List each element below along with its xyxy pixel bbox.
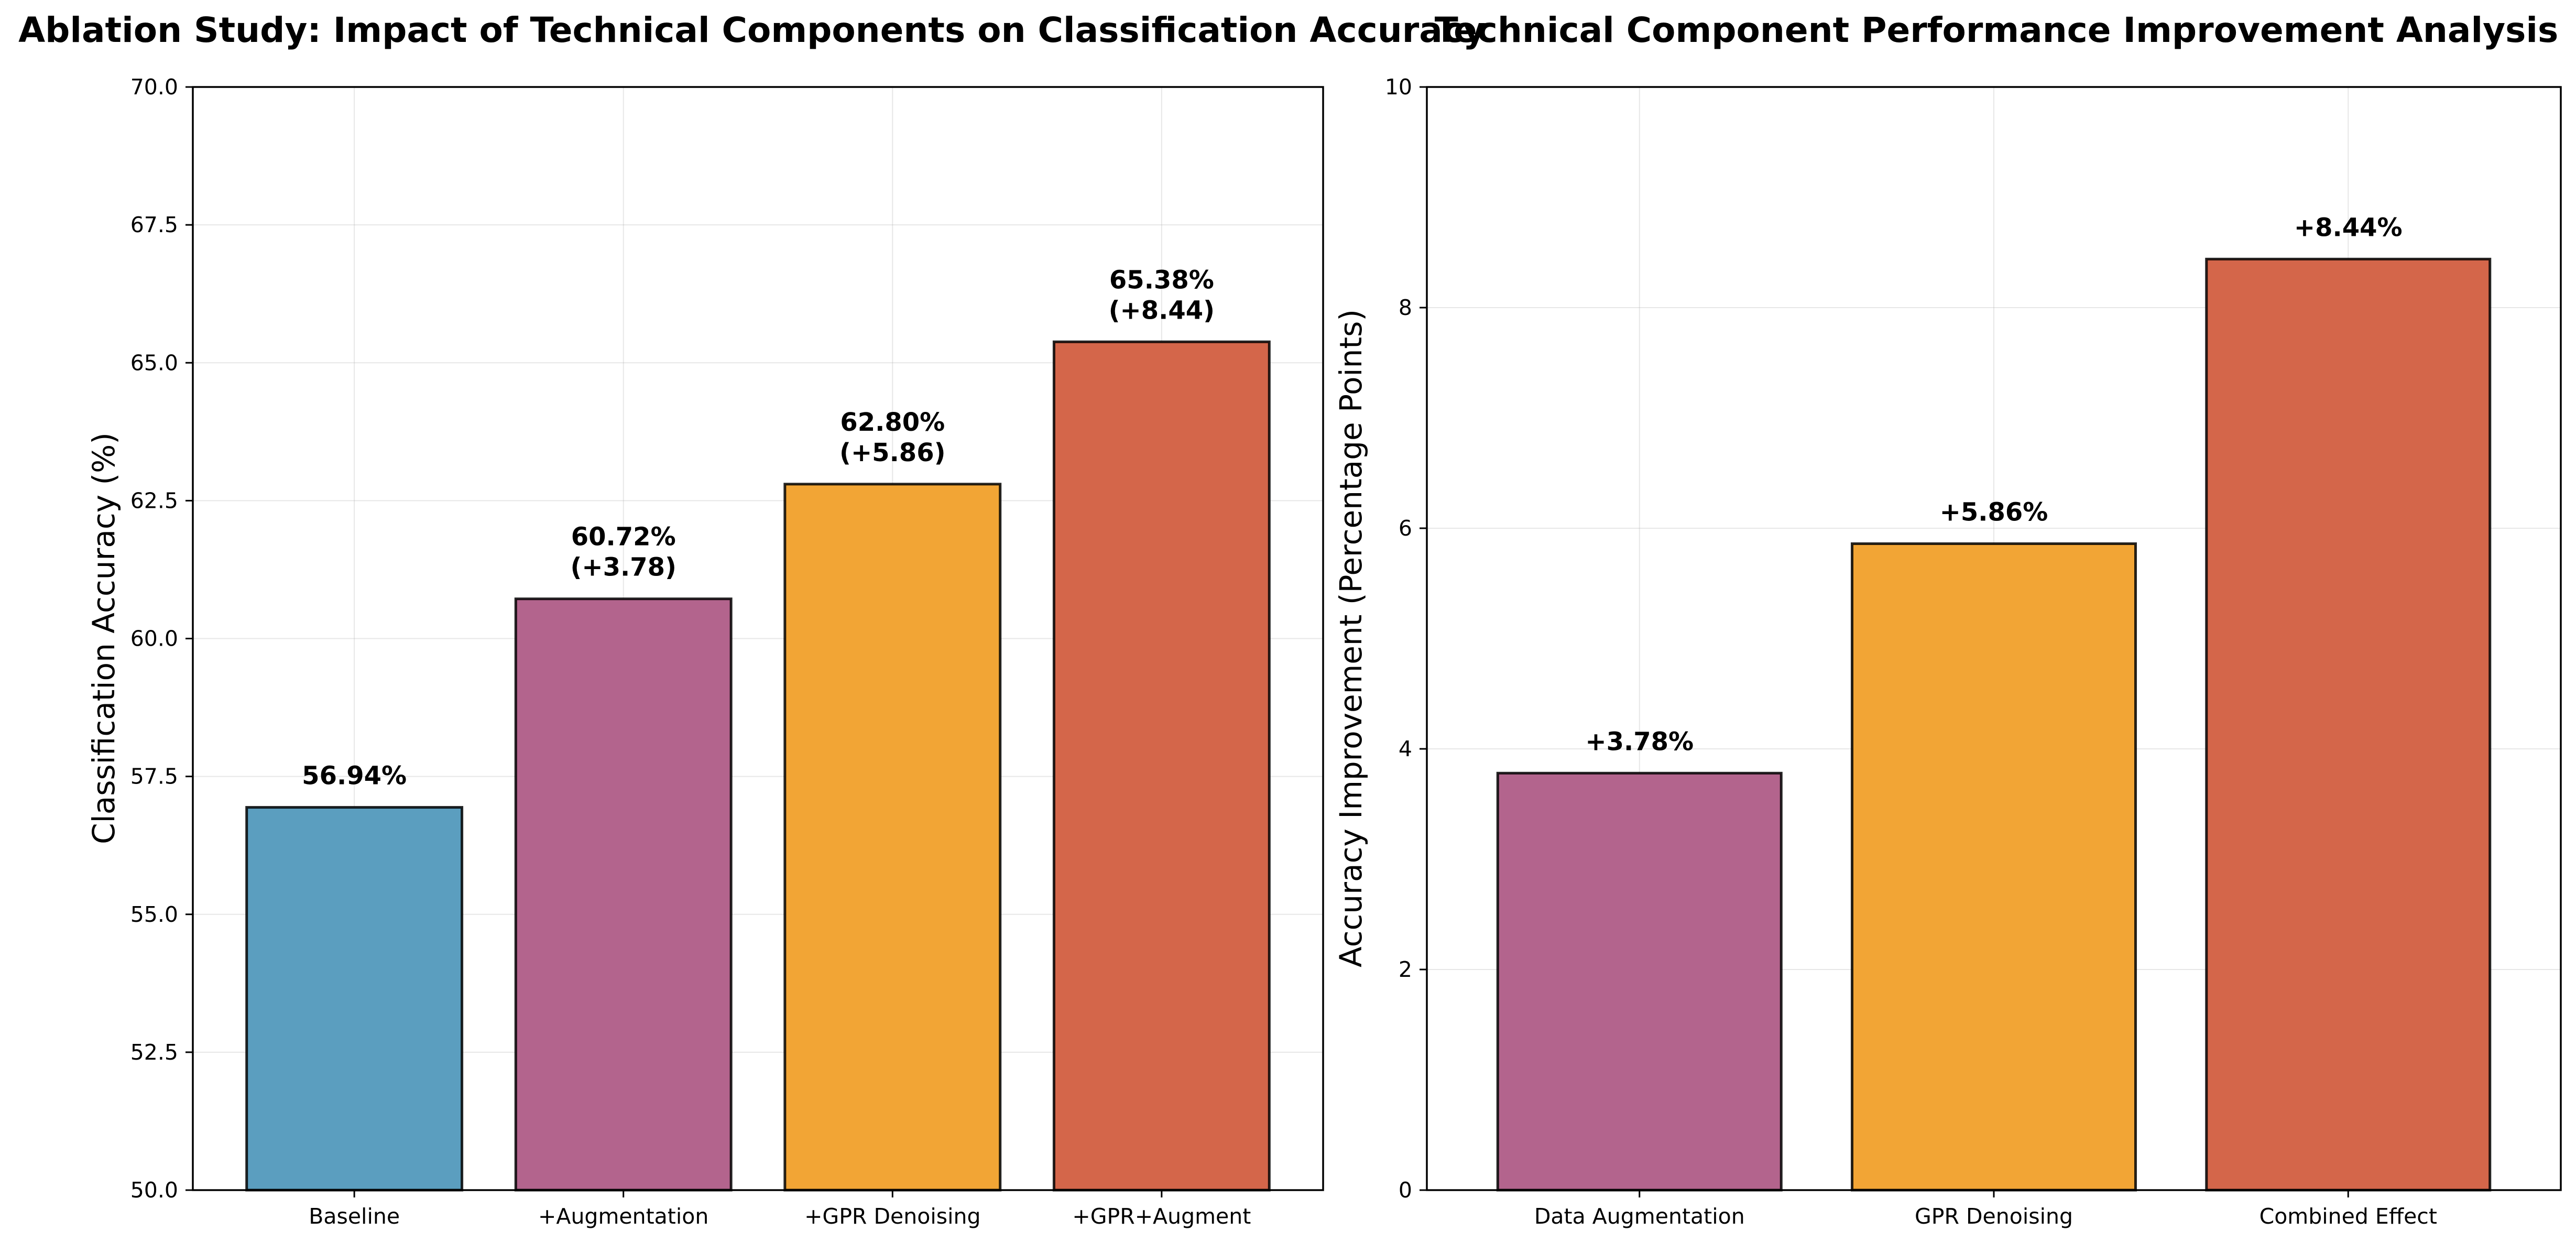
improvement-chart-title: Technical Component Performance Improvem… xyxy=(1435,10,2559,50)
improvement-chart-y-axis-label: Accuracy Improvement (Percentage Points) xyxy=(1333,309,1369,967)
accuracy-chart-y-tick-label: 57.5 xyxy=(130,764,178,789)
accuracy-chart-y-axis-label: Classification Accuracy (%) xyxy=(86,432,122,844)
accuracy-chart-data-label: (+3.78) xyxy=(570,553,676,582)
accuracy-chart-y-tick-label: 70.0 xyxy=(130,74,178,100)
improvement-chart-x-ticks: Data Augmentation GPR Denoising Combined E… xyxy=(1534,1190,2437,1229)
accuracy-chart-data-label: 56.94% xyxy=(302,761,407,791)
improvement-chart-y-tick-label: 0 xyxy=(1399,1178,1412,1203)
improvement-chart-bar xyxy=(2205,257,2492,1192)
accuracy-chart-bars xyxy=(245,340,1271,1192)
improvement-chart-data-label: +5.86% xyxy=(1940,497,2048,527)
accuracy-chart-bar xyxy=(1052,340,1271,1192)
accuracy-chart-x-tick-label: +Augmentation xyxy=(538,1204,708,1229)
improvement-chart-data-labels: +3.78% +5.86% +8.44% xyxy=(1585,213,2402,756)
accuracy-chart-data-labels: 56.94% 60.72%(+3.78) 62.80%(+5.86) 65.38%(+… xyxy=(302,265,1215,790)
improvement-chart-bar xyxy=(1851,542,2137,1192)
accuracy-chart-data-label: (+8.44) xyxy=(1109,296,1215,325)
accuracy-chart-y-tick-label: 52.5 xyxy=(130,1040,178,1065)
accuracy-chart-y-tick-label: 60.0 xyxy=(130,626,178,651)
improvement-chart-bars xyxy=(1496,257,2492,1192)
accuracy-chart-y-tick-label: 62.5 xyxy=(130,488,178,513)
accuracy-chart-y-tick-label: 55.0 xyxy=(130,902,178,927)
accuracy-chart-y-ticks: 50.0 52.5 55.0 57.5 60.0 62.5 65.0 67.5 70.0 xyxy=(130,74,193,1203)
accuracy-chart-x-tick-label: +GPR Denoising xyxy=(804,1204,980,1229)
accuracy-chart-y-tick-label: 50.0 xyxy=(130,1178,178,1203)
improvement-chart-x-tick-label: Combined Effect xyxy=(2260,1204,2437,1229)
accuracy-chart-panel: Ablation Study: Impact of Technical Comp… xyxy=(18,10,1486,1229)
improvement-chart-y-tick-label: 8 xyxy=(1399,295,1412,320)
accuracy-chart-data-label: 62.80% xyxy=(840,408,945,437)
accuracy-chart-x-tick-label: +GPR+Augment xyxy=(1072,1204,1251,1229)
improvement-chart-y-ticks: 0 2 4 6 8 10 xyxy=(1385,74,1427,1203)
accuracy-chart-y-tick-label: 65.0 xyxy=(130,350,178,375)
improvement-chart-y-tick-label: 10 xyxy=(1385,74,1412,100)
improvement-chart-data-label: +3.78% xyxy=(1585,727,1694,756)
accuracy-chart-bar xyxy=(245,806,464,1192)
improvement-chart-x-tick-label: Data Augmentation xyxy=(1534,1204,1745,1229)
accuracy-chart-x-tick-label: Baseline xyxy=(309,1204,400,1229)
accuracy-chart-data-label: 65.38% xyxy=(1109,265,1214,295)
accuracy-chart-data-label: 60.72% xyxy=(571,522,676,552)
improvement-chart-y-tick-label: 4 xyxy=(1399,736,1412,761)
improvement-chart-panel: Technical Component Performance Improvem… xyxy=(1333,10,2562,1229)
accuracy-chart-title: Ablation Study: Impact of Technical Comp… xyxy=(18,10,1486,50)
accuracy-chart-bar xyxy=(514,597,733,1192)
improvement-chart-y-tick-label: 2 xyxy=(1399,957,1412,982)
improvement-chart-data-label: +8.44% xyxy=(2294,213,2403,242)
improvement-chart-x-tick-label: GPR Denoising xyxy=(1915,1204,2073,1229)
improvement-chart-bar xyxy=(1496,771,1783,1192)
accuracy-chart-y-tick-label: 67.5 xyxy=(130,212,178,237)
accuracy-chart-data-label: (+5.86) xyxy=(839,438,946,467)
accuracy-chart-bar xyxy=(783,483,1002,1192)
improvement-chart-y-tick-label: 6 xyxy=(1399,516,1412,541)
accuracy-chart-x-ticks: Baseline +Augmentation +GPR Denoising +GPR+… xyxy=(309,1190,1251,1229)
